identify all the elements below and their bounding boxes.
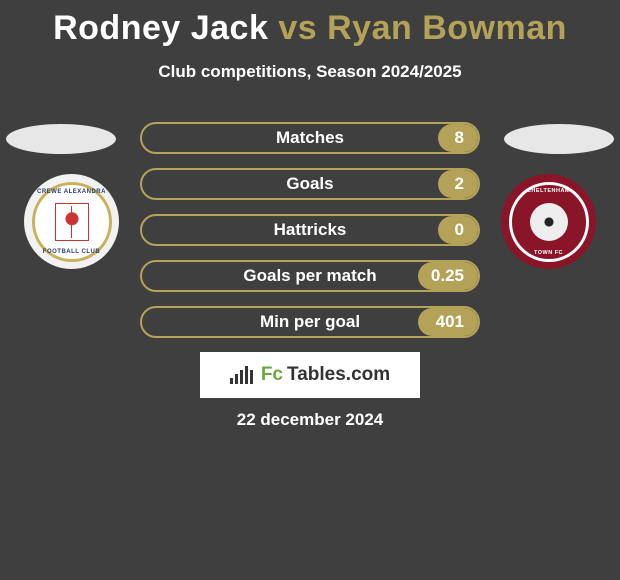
player2-photo-placeholder: [504, 124, 614, 154]
club-badge-left-crest: [55, 203, 89, 241]
player1-name: Rodney Jack: [53, 9, 268, 47]
brand-suffix: Tables.com: [287, 364, 390, 386]
club-badge-right: CHELTENHAM TOWN FC: [501, 174, 596, 269]
stat-label: Matches: [142, 124, 478, 152]
stat-row-hattricks: Hattricks 0: [140, 214, 480, 246]
stat-value: 2: [455, 170, 464, 198]
stat-row-min-per-goal: Min per goal 401: [140, 306, 480, 338]
stat-label: Hattricks: [142, 216, 478, 244]
stat-row-matches: Matches 8: [140, 122, 480, 154]
club-badge-left-text-bottom: FOOTBALL CLUB: [35, 249, 109, 255]
vs-text: vs: [278, 9, 317, 47]
brand-box: FcTables.com: [200, 352, 420, 398]
club-badge-left: CREWE ALEXANDRA FOOTBALL CLUB: [24, 174, 119, 269]
date-text: 22 december 2024: [0, 410, 620, 430]
brand-bars-icon: [230, 366, 253, 384]
stat-label: Goals: [142, 170, 478, 198]
player2-name: Ryan Bowman: [327, 9, 567, 47]
stat-value: 0: [455, 216, 464, 244]
subtitle: Club competitions, Season 2024/2025: [0, 62, 620, 82]
stat-value: 401: [436, 308, 464, 336]
club-badge-left-text-top: CREWE ALEXANDRA: [35, 189, 109, 195]
stat-value: 0.25: [431, 262, 464, 290]
brand-prefix: Fc: [261, 364, 283, 386]
stat-label: Min per goal: [142, 308, 478, 336]
club-badge-right-text-top: CHELTENHAM: [512, 188, 586, 194]
comparison-title: Rodney Jack vs Ryan Bowman: [0, 0, 620, 48]
stats-panel: Matches 8 Goals 2 Hattricks 0 Goals per …: [140, 122, 480, 352]
stat-row-goals: Goals 2: [140, 168, 480, 200]
club-badge-right-ball: [530, 203, 568, 241]
stat-value: 8: [455, 124, 464, 152]
stat-label: Goals per match: [142, 262, 478, 290]
player1-photo-placeholder: [6, 124, 116, 154]
club-badge-right-text-bottom: TOWN FC: [512, 250, 586, 256]
stat-row-goals-per-match: Goals per match 0.25: [140, 260, 480, 292]
